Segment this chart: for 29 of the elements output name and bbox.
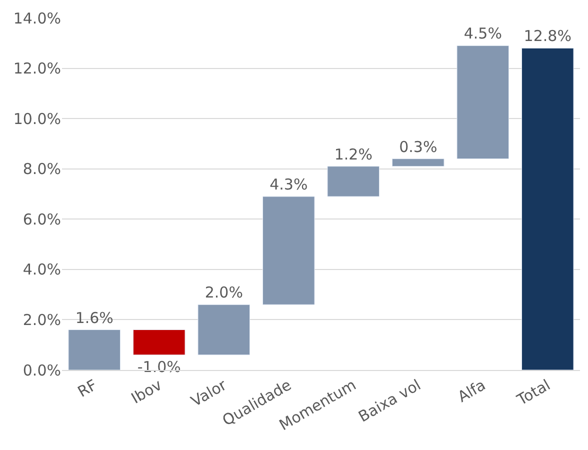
x-tick-label: Baixa vol [355,376,424,426]
bar [68,330,121,370]
bar [262,196,315,305]
bar [521,48,574,370]
y-tick-label: 8.0% [22,160,61,178]
data-label: 4.5% [464,24,502,43]
y-tick-label: 6.0% [22,210,61,228]
x-tick-label: Ibov [128,376,165,408]
x-tick-label: Valor [188,375,230,410]
y-tick-label: 14.0% [13,9,61,28]
data-label: 2.0% [204,284,243,302]
y-tick-label: 4.0% [22,260,61,279]
bar [198,304,250,356]
data-label: 0.3% [399,138,438,156]
data-label: 12.8% [524,27,572,46]
data-label: 1.6% [75,308,114,327]
bar [456,45,510,160]
y-tick-label: 0.0% [22,361,61,380]
x-tick-label: Alfa [454,376,489,406]
bar [392,158,444,167]
y-tick-label: 10.0% [13,110,61,128]
y-tick-label: 12.0% [13,60,61,78]
x-tick-label: RF [74,376,100,401]
data-label: 1.2% [334,145,372,164]
data-label: 4.3% [270,176,308,194]
bar [132,330,186,356]
y-tick-label: 2.0% [22,310,61,329]
x-tick-label: Total [513,376,554,410]
bar [327,166,380,197]
